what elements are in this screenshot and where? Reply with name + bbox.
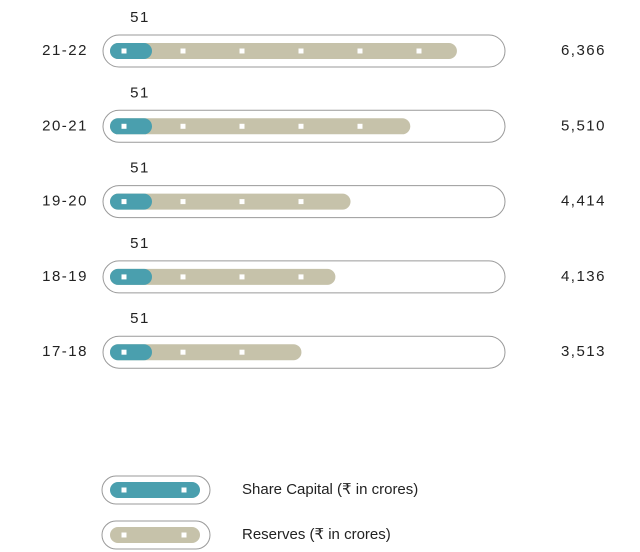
bar-dot [298,123,304,129]
bar-dot [121,48,127,54]
capital-label: 51 [130,84,150,101]
bar-dot [121,123,127,129]
bar-dot [357,123,363,129]
bar-dot [181,487,187,493]
bar-dot [180,123,186,129]
value-label: 6,366 [561,42,606,59]
legend-swatch [110,482,200,498]
category-label: 21-22 [42,42,88,59]
reserves-bar [110,268,336,285]
bar-dot [239,48,245,54]
legend-swatch [110,527,200,543]
value-label: 3,513 [561,343,606,360]
category-label: 19-20 [42,193,88,210]
bar-dot [239,199,245,205]
bar-dot [298,48,304,54]
bar-dot [298,274,304,280]
bar-dot [239,274,245,280]
bar-dot [181,532,187,538]
bar-dot [180,274,186,280]
capital-bar [110,268,152,285]
bar-dot [180,48,186,54]
capital-label: 51 [130,9,150,26]
category-label: 17-18 [42,343,88,360]
reserves-bar [110,43,457,59]
bar-dot [298,199,304,205]
bar-dot [239,349,245,355]
bar-dot [121,532,127,538]
legend-label: Share Capital (₹ in crores) [242,481,418,498]
capital-bar [110,118,152,135]
bar-dot [121,199,127,205]
capital-bar [110,193,152,210]
bar-dot [357,48,363,54]
bar-dot [121,349,127,355]
bar-dot [239,123,245,129]
capital-bar [110,43,152,59]
reserves-bar [110,344,302,361]
value-label: 4,136 [561,268,606,285]
category-label: 20-21 [42,117,88,134]
bar-dot [180,349,186,355]
capital-label: 51 [130,235,150,252]
reserves-bar [110,193,351,210]
value-label: 5,510 [561,117,606,134]
legend-label: Reserves (₹ in crores) [242,526,391,543]
reserves-bar [110,118,411,135]
category-label: 18-19 [42,268,88,285]
bar-dot [416,48,422,54]
bar-dot [180,199,186,205]
value-label: 4,414 [561,193,606,210]
capital-bar [110,344,152,361]
bar-dot [121,487,127,493]
capital-label: 51 [130,310,150,327]
bar-dot [121,274,127,280]
capital-label: 51 [130,160,150,177]
